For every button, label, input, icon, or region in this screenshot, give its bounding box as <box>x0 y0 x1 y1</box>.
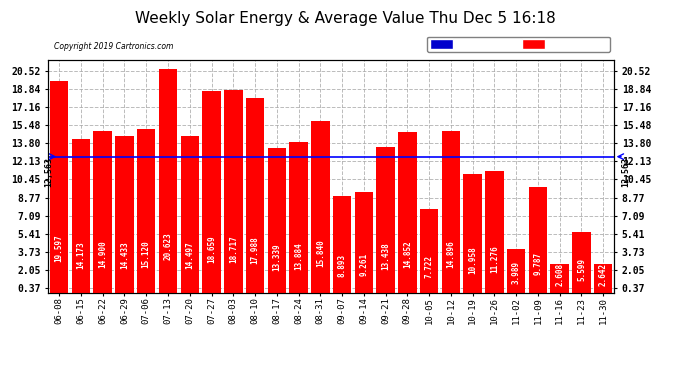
Text: 15.120: 15.120 <box>141 240 150 268</box>
Bar <box>268 148 286 292</box>
Bar <box>93 131 112 292</box>
Text: 13.884: 13.884 <box>294 242 303 270</box>
Bar <box>333 196 351 292</box>
Bar <box>507 249 525 292</box>
Bar <box>115 136 134 292</box>
Text: 12,563: 12,563 <box>44 157 53 187</box>
Text: 14.896: 14.896 <box>446 241 455 268</box>
Bar <box>159 69 177 292</box>
Bar <box>551 264 569 292</box>
Text: 14.497: 14.497 <box>185 241 195 269</box>
Text: 17.988: 17.988 <box>250 236 259 264</box>
Text: 8.893: 8.893 <box>337 254 346 277</box>
Text: 14.852: 14.852 <box>403 241 412 268</box>
Text: 19.597: 19.597 <box>55 234 63 262</box>
Text: 9.261: 9.261 <box>359 253 368 276</box>
Text: 13.438: 13.438 <box>381 243 390 270</box>
Bar <box>72 139 90 292</box>
Text: 14.173: 14.173 <box>77 242 86 269</box>
Text: 18.717: 18.717 <box>229 235 238 263</box>
Bar <box>464 174 482 292</box>
Text: 7.722: 7.722 <box>424 255 433 278</box>
Bar <box>594 264 613 292</box>
Text: 13.339: 13.339 <box>273 243 282 270</box>
Text: 2.642: 2.642 <box>599 262 608 285</box>
Bar <box>376 147 395 292</box>
Bar <box>311 121 330 292</box>
Text: 10.958: 10.958 <box>468 246 477 274</box>
Text: 9.787: 9.787 <box>533 252 542 276</box>
Bar <box>420 209 438 292</box>
Bar <box>572 232 591 292</box>
Bar <box>398 132 417 292</box>
Bar <box>202 91 221 292</box>
Bar <box>529 187 547 292</box>
Bar <box>246 98 264 292</box>
Text: 3.989: 3.989 <box>512 261 521 284</box>
Legend: Average  ($), Daily   ($): Average ($), Daily ($) <box>427 37 609 52</box>
Text: 5.599: 5.599 <box>577 258 586 281</box>
Text: Weekly Solar Energy & Average Value Thu Dec 5 16:18: Weekly Solar Energy & Average Value Thu … <box>135 11 555 26</box>
Text: 14.433: 14.433 <box>120 241 129 269</box>
Bar <box>442 131 460 292</box>
Text: 20.623: 20.623 <box>164 232 172 260</box>
Text: 18.659: 18.659 <box>207 235 216 263</box>
Bar <box>224 90 242 292</box>
Text: 14.900: 14.900 <box>98 240 107 268</box>
Bar <box>181 136 199 292</box>
Bar <box>355 192 373 292</box>
Text: 15.840: 15.840 <box>316 239 325 267</box>
Text: Copyright 2019 Cartronics.com: Copyright 2019 Cartronics.com <box>54 42 173 51</box>
Text: 11.276: 11.276 <box>490 246 499 273</box>
Bar <box>50 81 68 292</box>
Bar <box>289 142 308 292</box>
Text: 12,563: 12,563 <box>621 157 630 187</box>
Bar <box>485 171 504 292</box>
Text: 2.608: 2.608 <box>555 262 564 286</box>
Bar <box>137 129 155 292</box>
